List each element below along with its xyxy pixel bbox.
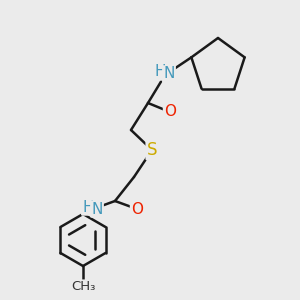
Text: O: O <box>164 104 176 119</box>
Text: O: O <box>131 202 143 217</box>
Text: H: H <box>154 64 166 80</box>
Text: N: N <box>91 202 103 217</box>
Text: S: S <box>147 141 157 159</box>
Text: N: N <box>163 67 175 82</box>
Text: CH₃: CH₃ <box>71 280 95 293</box>
Text: H: H <box>82 200 94 214</box>
